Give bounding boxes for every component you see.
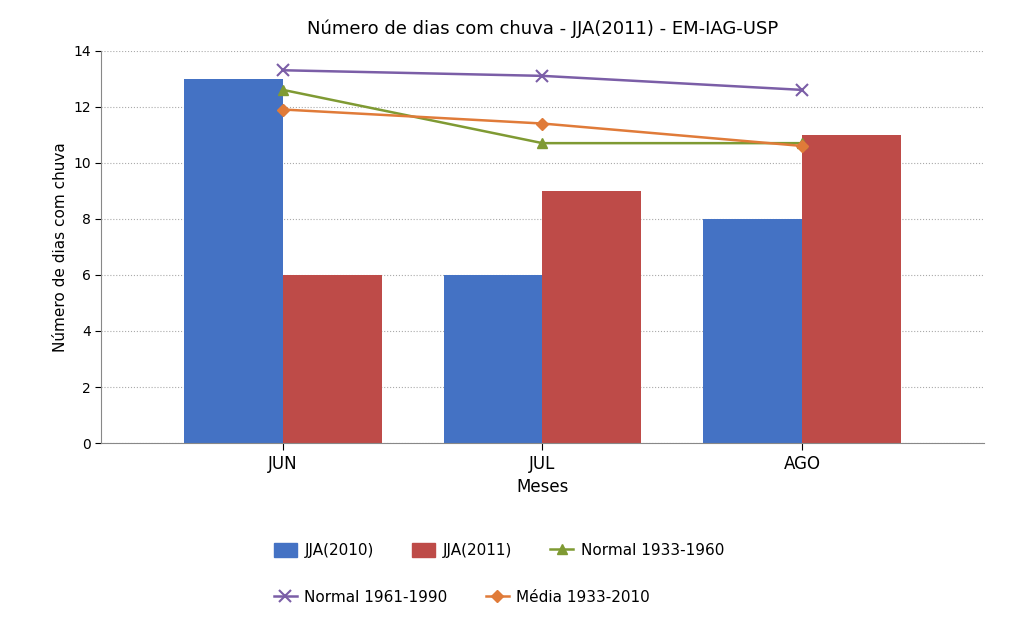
Title: Número de dias com chuva - JJA(2011) - EM-IAG-USP: Número de dias com chuva - JJA(2011) - E… bbox=[307, 20, 778, 38]
Bar bbox=[185, 78, 283, 443]
Bar bbox=[444, 275, 542, 443]
Y-axis label: Número de dias com chuva: Número de dias com chuva bbox=[53, 142, 68, 352]
Bar bbox=[283, 275, 381, 443]
Bar bbox=[542, 191, 641, 443]
X-axis label: Meses: Meses bbox=[516, 479, 569, 496]
Bar bbox=[704, 219, 802, 443]
Legend: Normal 1961-1990, Média 1933-2010: Normal 1961-1990, Média 1933-2010 bbox=[268, 584, 656, 611]
Bar bbox=[802, 135, 900, 443]
